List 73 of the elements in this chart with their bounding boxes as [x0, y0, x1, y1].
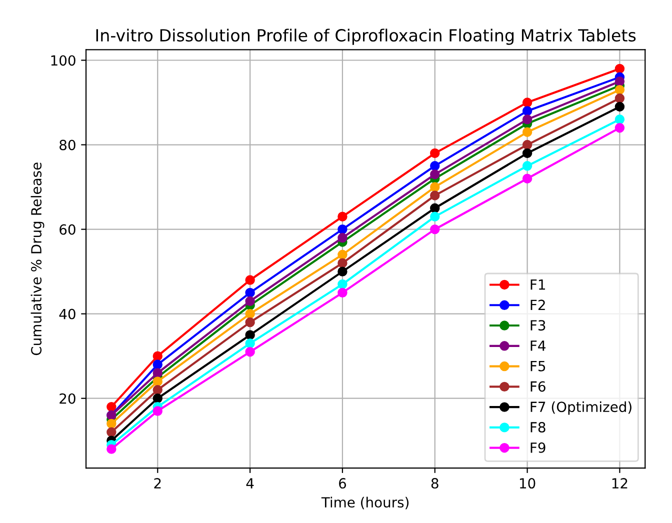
- point: [245, 308, 255, 319]
- legend-label: F1: [530, 279, 545, 290]
- x-tick-label: 10: [520, 478, 536, 489]
- x-tick-label: 8: [431, 478, 438, 489]
- x-axis-title: Time (hours): [321, 496, 409, 510]
- point: [430, 203, 440, 214]
- point: [245, 347, 255, 357]
- legend-label: F8: [530, 422, 546, 433]
- point: [430, 170, 440, 180]
- point: [522, 148, 532, 158]
- x-tick-label: 6: [339, 478, 346, 489]
- chart-title: In-vitro Dissolution Profile of Ciprofloxacin Floating Matrix Tablets: [96, 28, 636, 45]
- point: [152, 406, 162, 416]
- point: [338, 232, 348, 243]
- point: [245, 317, 255, 328]
- point: [430, 161, 440, 171]
- y-tick-label: 100: [51, 55, 76, 66]
- point: [522, 98, 532, 108]
- point: [430, 182, 440, 192]
- point: [152, 393, 162, 404]
- y-tick-label: 20: [60, 393, 76, 404]
- point: [614, 93, 625, 104]
- point: [522, 127, 532, 137]
- point: [338, 212, 348, 222]
- point: [106, 427, 116, 438]
- point: [338, 266, 348, 276]
- point: [245, 338, 255, 348]
- point: [614, 114, 625, 124]
- point: [430, 212, 440, 222]
- point: [430, 224, 440, 234]
- point: [614, 76, 625, 86]
- point: [522, 174, 532, 184]
- point: [338, 288, 348, 298]
- point: [245, 275, 255, 285]
- point: [152, 360, 162, 370]
- point: [338, 258, 348, 268]
- point: [245, 288, 255, 298]
- point: [614, 102, 625, 112]
- legend-label: F3: [530, 320, 546, 331]
- point: [245, 296, 255, 306]
- legend-label: F7 (Optimized): [530, 401, 632, 415]
- point: [152, 376, 162, 386]
- y-tick-label: 80: [60, 140, 76, 150]
- legend-label: F9: [530, 442, 546, 453]
- point: [152, 351, 162, 361]
- legend-label: F2: [530, 300, 545, 310]
- x-tick-label: 12: [612, 478, 628, 488]
- point: [522, 140, 532, 150]
- point: [522, 106, 532, 116]
- y-axis-title: Cumulative % Drug Release: [30, 162, 44, 356]
- y-tick-label: 60: [60, 224, 76, 235]
- point: [338, 250, 348, 260]
- legend-label: F5: [530, 361, 546, 372]
- point: [338, 224, 348, 234]
- point: [106, 444, 116, 454]
- point: [522, 114, 532, 124]
- point: [152, 368, 162, 378]
- point: [614, 84, 625, 95]
- point: [106, 418, 116, 429]
- point: [430, 148, 440, 158]
- point: [106, 402, 116, 412]
- legend-label: F4: [530, 340, 546, 351]
- point: [245, 330, 255, 340]
- legend-label: F6: [530, 381, 546, 392]
- point: [338, 279, 348, 290]
- y-tick-label: 40: [59, 308, 76, 320]
- point: [614, 123, 625, 133]
- x-tick-label: 2: [154, 478, 161, 488]
- point: [430, 190, 440, 200]
- point: [522, 161, 532, 171]
- point: [614, 64, 625, 74]
- x-tick-label: 4: [246, 478, 254, 488]
- point: [152, 385, 162, 395]
